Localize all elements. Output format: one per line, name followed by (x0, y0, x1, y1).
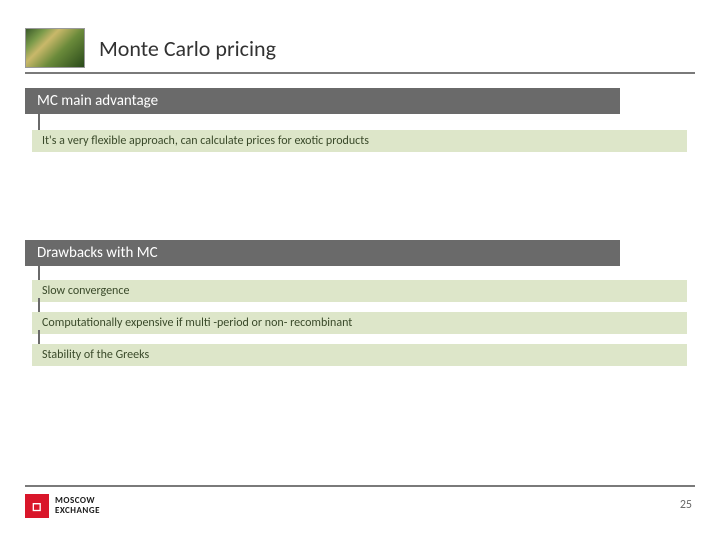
logo-icon: ◇ (25, 494, 49, 518)
page-number: 25 (680, 498, 692, 512)
page-title: Monte Carlo pricing (99, 35, 276, 62)
section-header-advantage: MC main advantage (25, 88, 620, 114)
connector-line (38, 114, 40, 130)
logo-text: MOSCOW EXCHANGE (55, 496, 100, 516)
slide: Monte Carlo pricing MC main advantage It… (0, 0, 720, 540)
connector-line (38, 330, 40, 344)
header-row: Monte Carlo pricing (25, 28, 695, 68)
decorative-thumbnail (25, 28, 85, 68)
logo: ◇ MOSCOW EXCHANGE (25, 494, 100, 518)
drawback-item: Computationally expensive if multi -peri… (32, 312, 687, 334)
section-header-drawbacks: Drawbacks with MC (25, 240, 620, 266)
drawback-item: Slow convergence (32, 280, 687, 302)
footer-rule (25, 485, 695, 487)
connector-line (38, 266, 40, 280)
logo-text-bottom: EXCHANGE (55, 506, 100, 516)
connector-line (38, 298, 40, 312)
drawback-item: Stability of the Greeks (32, 344, 687, 366)
title-underline (25, 72, 695, 74)
advantage-item: It's a very flexible approach, can calcu… (32, 130, 687, 152)
